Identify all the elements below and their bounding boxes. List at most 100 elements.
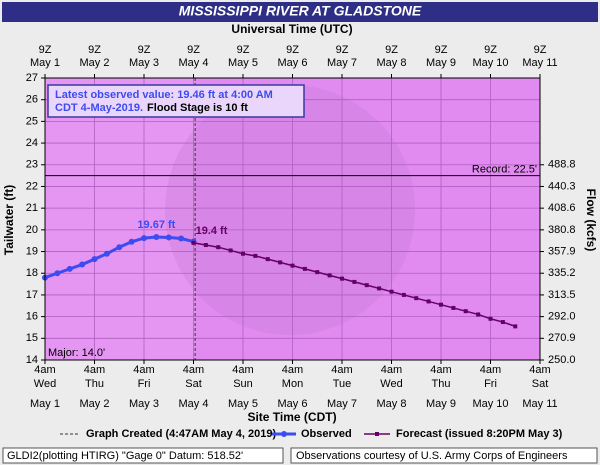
- top-tick-label: 9Z: [286, 44, 299, 56]
- point: [228, 248, 233, 253]
- x-tick-label: 4am: [381, 364, 402, 376]
- x-tick-label: Thu: [432, 378, 451, 390]
- top-tick-label: 9Z: [187, 44, 200, 56]
- legend-swatch: [375, 432, 379, 436]
- x-axis-title: Site Time (CDT): [247, 410, 336, 424]
- y-tick-label: 16: [26, 311, 38, 323]
- point: [103, 250, 110, 257]
- x-tick-label: 4am: [84, 364, 105, 376]
- x-tick-label: 4am: [232, 364, 253, 376]
- y-tick-label: 25: [26, 115, 38, 127]
- x-tick-label: Wed: [34, 378, 56, 390]
- top-tick-label: 9Z: [435, 44, 448, 56]
- point: [463, 309, 468, 314]
- x-tick-label: May 11: [522, 398, 557, 410]
- footer-right: Observations courtesy of U.S. Army Corps…: [296, 450, 568, 462]
- point: [66, 265, 73, 272]
- point: [178, 235, 185, 242]
- x-tick-label: 4am: [282, 364, 303, 376]
- plot-border: [44, 77, 541, 361]
- legend-swatch: [281, 431, 287, 437]
- y2-tick-label: 440.3: [548, 180, 576, 192]
- point: [340, 276, 344, 281]
- point: [352, 279, 357, 284]
- footer-left: GLDI2(plotting HTIRG) "Gage 0" Datum: 51…: [7, 450, 243, 462]
- top-tick-label: 9Z: [534, 44, 547, 56]
- point: [153, 234, 160, 241]
- y-tick-label: 26: [26, 94, 38, 106]
- x-tick-label: 4am: [480, 364, 501, 376]
- x-tick-label: Fri: [484, 378, 497, 390]
- top-tick-label: 9Z: [237, 44, 250, 56]
- x-tick-label: May 6: [278, 398, 308, 410]
- observed-period: [45, 78, 196, 360]
- major-label: Major: 14.0': [48, 347, 105, 359]
- info-text: CDT 4-May-2019. Flood Stage is 10 ft: [55, 102, 248, 114]
- point: [426, 299, 431, 304]
- top-axis-title: Universal Time (UTC): [231, 22, 352, 36]
- x-tick-label: May 1: [30, 398, 60, 410]
- x-tick-label: 4am: [34, 364, 55, 376]
- point: [377, 286, 382, 291]
- x-tick-label: Fri: [138, 378, 151, 390]
- x-tick-label: May 8: [377, 398, 407, 410]
- top-tick-label: May 7: [327, 57, 357, 69]
- point: [216, 245, 221, 250]
- y2-tick-label: 270.9: [548, 332, 576, 344]
- point: [414, 296, 419, 301]
- point: [54, 270, 61, 277]
- x-tick-label: May 5: [228, 398, 258, 410]
- y-tick-label: 21: [26, 202, 38, 214]
- top-tick-label: 9Z: [336, 44, 349, 56]
- footer-box: [290, 447, 598, 464]
- point: [278, 260, 283, 265]
- y2-tick-label: 250.0: [548, 354, 576, 366]
- y-tick-label: 27: [26, 72, 38, 84]
- x-tick-label: May 3: [129, 398, 159, 410]
- top-tick-label: 9Z: [39, 44, 52, 56]
- y2-tick-label: 488.8: [548, 159, 576, 171]
- y2-axis-title: Flow (kcfs): [584, 189, 598, 252]
- x-tick-label: May 10: [472, 398, 508, 410]
- info-text: Latest observed value: 19.46 ft at 4:00 …: [55, 89, 273, 101]
- annotation: 19.4 ft: [196, 225, 228, 237]
- top-tick-label: May 11: [522, 57, 557, 69]
- top-tick-label: May 2: [80, 57, 110, 69]
- x-tick-label: Sat: [532, 378, 549, 390]
- top-tick-label: May 10: [472, 57, 508, 69]
- point: [500, 320, 505, 325]
- point: [327, 273, 332, 278]
- plot: 14 15 16 17 18 19 20 21 22 23 24 25 26 27 250.0 270.9 29…: [26, 44, 576, 410]
- legend: Graph Created (4:47AM May 4, 2019) Obser…: [60, 428, 563, 440]
- top-tick-label: May 8: [377, 57, 407, 69]
- point: [116, 244, 123, 251]
- point: [79, 261, 86, 268]
- point: [488, 316, 493, 321]
- y-tick-label: 18: [26, 267, 38, 279]
- top-tick-label: May 4: [179, 57, 209, 69]
- point: [165, 234, 172, 241]
- point: [439, 302, 443, 307]
- y-tick-label: 17: [26, 289, 38, 301]
- y2-tick-label: 335.2: [548, 267, 576, 279]
- point: [253, 253, 258, 258]
- top-tick-label: May 9: [426, 57, 456, 69]
- x-tick-label: Sat: [185, 378, 202, 390]
- point: [451, 305, 456, 310]
- point: [241, 251, 245, 256]
- x-tick-label: 4am: [183, 364, 204, 376]
- legend-label: Observed: [301, 428, 352, 440]
- legend-label: Forecast (issued 8:20PM May 3): [396, 428, 563, 440]
- top-tick-label: 9Z: [88, 44, 101, 56]
- info-box: [47, 84, 305, 118]
- legend-label: Graph Created (4:47AM May 4, 2019): [86, 428, 276, 440]
- top-tick-label: 9Z: [484, 44, 497, 56]
- point: [290, 263, 295, 268]
- point: [476, 312, 481, 317]
- y2-tick-label: 408.6: [548, 202, 576, 214]
- top-tick-label: 9Z: [385, 44, 398, 56]
- point: [401, 292, 406, 297]
- footer-box: [2, 447, 284, 464]
- y-tick-label: 14: [26, 354, 38, 366]
- x-tick-label: 4am: [529, 364, 550, 376]
